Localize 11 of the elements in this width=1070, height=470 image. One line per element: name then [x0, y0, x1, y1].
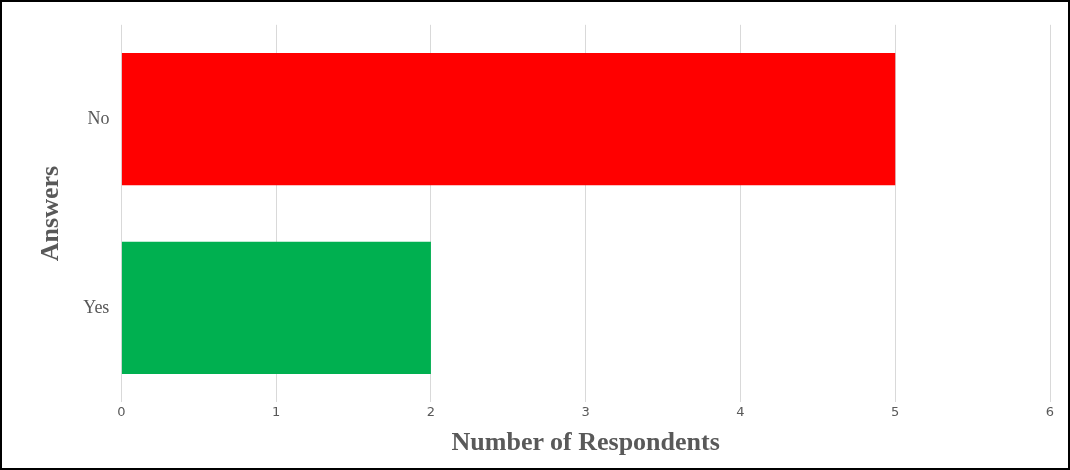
x-tick-label: 4 [736, 404, 745, 420]
x-tick-label: 2 [426, 404, 436, 420]
x-tick-label: 1 [272, 404, 281, 420]
x-axis-title: Number of Respondents [451, 427, 720, 457]
x-tick-label: 6 [1045, 404, 1055, 420]
x-tick-label: 0 [117, 404, 126, 420]
y-tick-label: Yes [83, 296, 110, 317]
y-axis-title: Answers [35, 165, 65, 262]
x-tick-label: 5 [891, 404, 900, 420]
y-tick-label: No [87, 107, 110, 128]
x-tick-label: 3 [581, 404, 590, 420]
